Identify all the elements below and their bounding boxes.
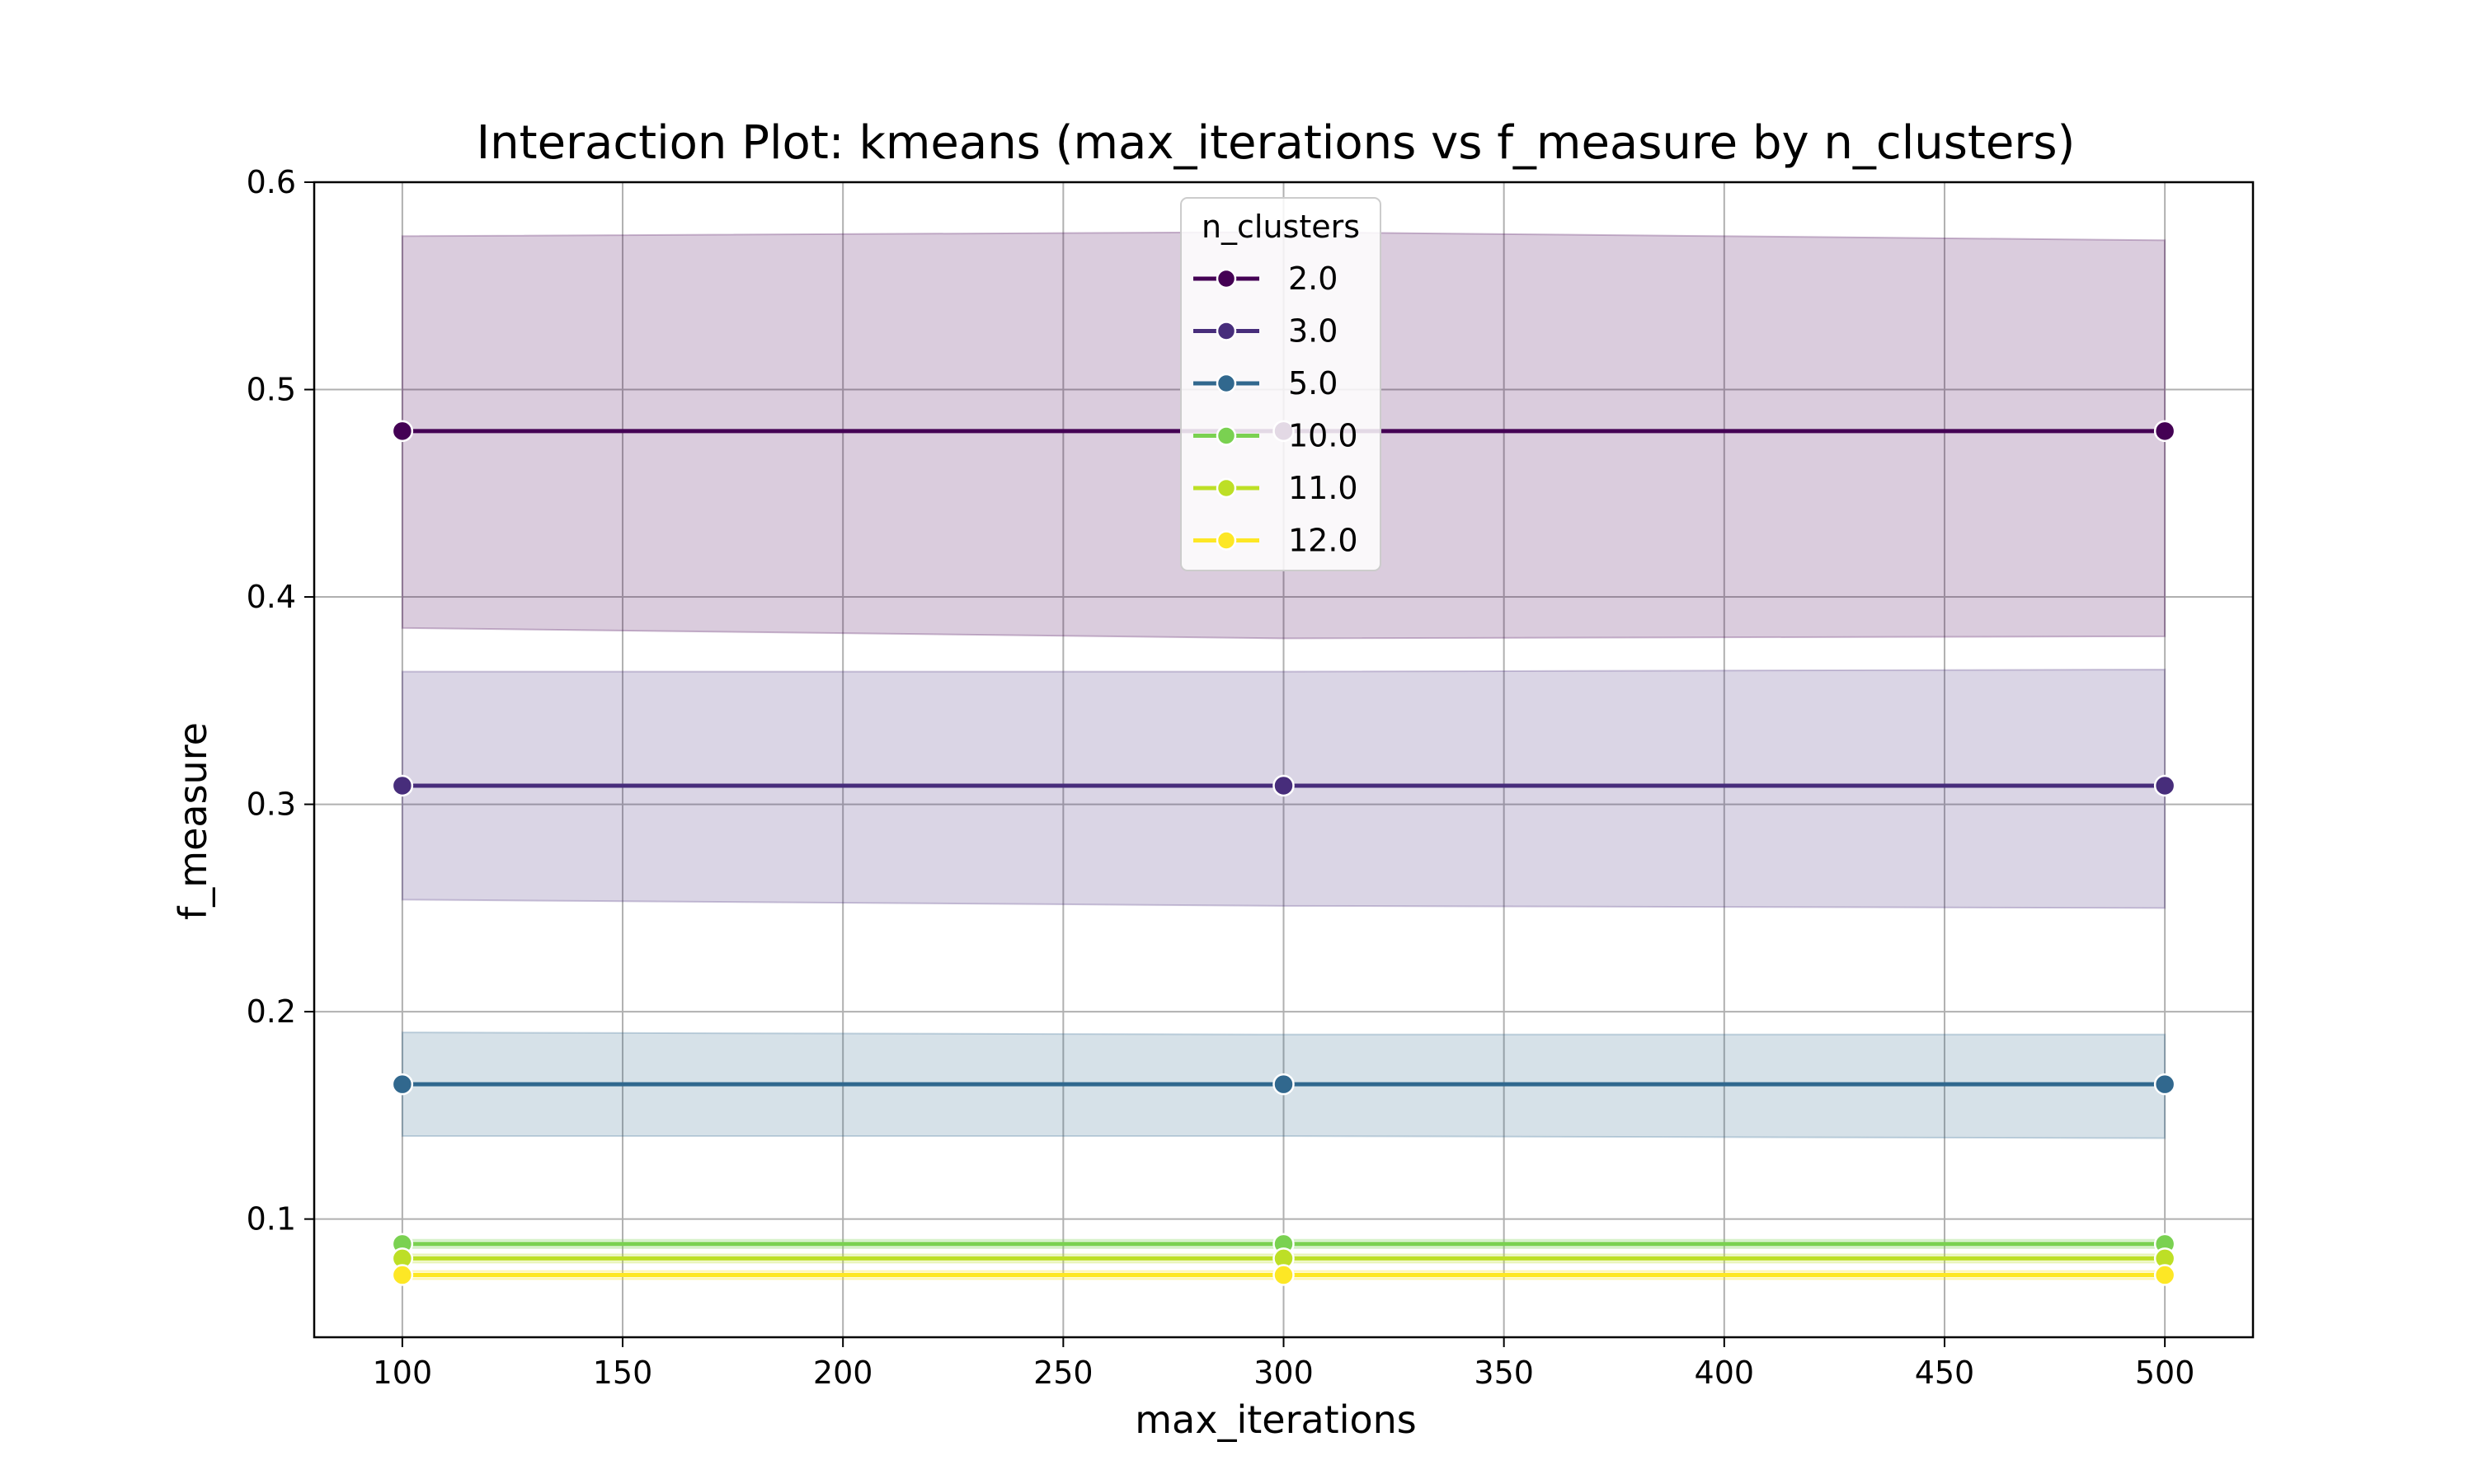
confidence-bands [401, 231, 2166, 1280]
data-point [2153, 1073, 2176, 1096]
x-tick-label: 400 [1695, 1355, 1755, 1391]
legend-marker [1216, 321, 1237, 341]
x-tick-label: 100 [373, 1355, 433, 1391]
series-lines [391, 420, 2176, 1286]
data-point [391, 1264, 414, 1286]
y-tick-label: 0.1 [247, 1201, 296, 1237]
x-tick-label: 450 [1915, 1355, 1975, 1391]
x-tick-label: 300 [1253, 1355, 1314, 1391]
x-tick-label: 500 [2135, 1355, 2195, 1391]
legend: n_clusters 2.0 3.0 5.0 10.0 11.0 12.0 [1180, 197, 1381, 571]
x-tick-label: 250 [1033, 1355, 1094, 1391]
x-axis-ticks: 100 150 200 250 300 350 400 450 500 [373, 1337, 2195, 1391]
y-axis-label: f_measure [171, 722, 215, 920]
legend-entry: 12.0 [1288, 523, 1358, 559]
y-tick-label: 0.5 [247, 372, 296, 408]
y-tick-label: 0.2 [247, 993, 296, 1030]
legend-entry: 11.0 [1288, 470, 1358, 506]
y-tick-label: 0.3 [247, 787, 296, 823]
legend-title: n_clusters [1202, 209, 1360, 245]
data-point [391, 420, 414, 443]
data-point [1272, 1264, 1295, 1286]
y-axis-ticks: 0.1 0.2 0.3 0.4 0.5 0.6 [247, 164, 314, 1237]
legend-marker [1216, 477, 1237, 499]
x-axis-label: max_iterations [1135, 1397, 1417, 1442]
data-point [2153, 774, 2176, 797]
y-tick-label: 0.6 [247, 164, 296, 200]
legend-marker [1216, 373, 1237, 394]
legend-entry: 5.0 [1288, 365, 1338, 402]
x-tick-label: 150 [593, 1355, 653, 1391]
data-point [2153, 420, 2176, 443]
y-tick-label: 0.4 [247, 579, 296, 615]
data-point [1272, 1073, 1295, 1096]
legend-items: 2.0 3.0 5.0 10.0 11.0 12.0 [1193, 261, 1358, 559]
data-point [391, 774, 414, 797]
legend-box [1180, 197, 1381, 571]
x-tick-label: 350 [1474, 1355, 1534, 1391]
legend-entry: 10.0 [1288, 418, 1358, 454]
data-point [1272, 774, 1295, 797]
legend-marker [1216, 425, 1237, 446]
legend-marker [1216, 530, 1237, 551]
x-tick-label: 200 [813, 1355, 873, 1391]
legend-entry: 2.0 [1288, 261, 1338, 297]
legend-marker [1216, 268, 1237, 289]
legend-entry: 3.0 [1288, 313, 1338, 350]
data-point [391, 1073, 414, 1096]
chart-title: Interaction Plot: kmeans (max_iterations… [477, 116, 2076, 170]
data-point [2153, 1264, 2176, 1286]
